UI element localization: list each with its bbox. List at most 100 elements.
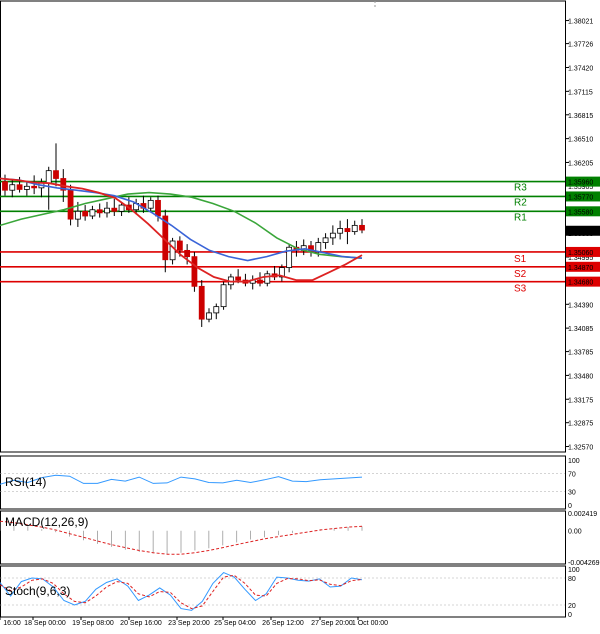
- stoch-tick-label: 100: [568, 567, 580, 574]
- y-tick-label: 1.34390: [568, 302, 593, 309]
- x-tick-label: 1 Oct 00:00: [352, 620, 388, 627]
- x-tick-label: 23 Sep 20:00: [168, 620, 210, 627]
- stoch-tick-label: 80: [568, 576, 576, 583]
- candle-body: [60, 178, 67, 191]
- candle-body: [191, 256, 198, 287]
- rsi-line: [0, 474, 363, 485]
- ma-fast-line: [0, 177, 363, 283]
- candle-body: [278, 267, 285, 278]
- candle-body: [82, 210, 89, 217]
- x-tick-label: 27 Sep 20:00: [311, 620, 353, 627]
- rsi-tick-label: 70: [568, 472, 576, 479]
- candle-body: [169, 240, 176, 261]
- candle-body: [198, 285, 205, 320]
- level-price-label: 1.34870: [568, 265, 593, 272]
- x-tick-label: 26 Sep 12:00: [262, 620, 304, 627]
- y-tick-label: 1.34085: [568, 326, 593, 333]
- y-tick-label: 1.37420: [568, 66, 593, 73]
- candle-body: [344, 228, 351, 233]
- level-price-label: 1.35770: [568, 194, 593, 201]
- level-price-label: 1.34680: [568, 280, 593, 287]
- stoch-k-line: [0, 572, 363, 611]
- candle-body: [220, 284, 227, 308]
- candle-body: [16, 184, 23, 190]
- y-tick-label: 1.33480: [568, 373, 593, 380]
- y-tick-label: 1.32570: [568, 445, 593, 452]
- macd-signal-line: [0, 520, 363, 555]
- candle-body: [67, 189, 74, 220]
- stoch-tick-label: 0: [568, 612, 572, 619]
- y-tick-label: 1.33785: [568, 350, 593, 357]
- macd-tick-label: -0.004269: [568, 560, 600, 567]
- rsi-tick-label: 0: [568, 503, 572, 510]
- level-price-box: [566, 191, 600, 202]
- macd-panel-frame: [0, 510, 566, 565]
- candle-body: [337, 228, 344, 234]
- level-name: R3: [514, 183, 527, 194]
- stoch-d-line: [0, 574, 363, 610]
- macd-tick-label: 0.002419: [568, 511, 597, 518]
- y-tick-label: 1.36205: [568, 160, 593, 167]
- candle-body: [264, 273, 271, 284]
- candle-body: [89, 209, 96, 217]
- candle-body: [74, 210, 81, 220]
- candle-body: [155, 199, 161, 217]
- y-tick-label: 1.36510: [568, 137, 593, 144]
- level-name: S2: [514, 269, 527, 280]
- stoch-panel-frame: [0, 565, 566, 618]
- level-price-box: [566, 176, 600, 187]
- candle-body: [213, 306, 220, 314]
- x-tick-label: 25 Sep 04:00: [214, 620, 256, 627]
- y-tick-label: 1.33175: [568, 397, 593, 404]
- candle-body: [2, 181, 8, 191]
- x-tick-label: 20 Sep 16:00: [120, 620, 162, 627]
- candle-body: [184, 249, 191, 258]
- candle-body: [96, 209, 103, 214]
- candle-body: [23, 185, 30, 190]
- rsi-panel-frame: [0, 455, 566, 510]
- current-price-box: [566, 225, 600, 236]
- x-tick-label: 19 Sep 08:00: [72, 620, 114, 627]
- candle-body: [104, 207, 110, 214]
- level-price-label: 1.35060: [568, 250, 593, 257]
- level-name: R1: [514, 212, 527, 223]
- stoch-title: Stoch(9,6,3): [5, 584, 70, 598]
- stoch-tick-label: 20: [568, 603, 576, 610]
- level-price-box: [566, 206, 600, 217]
- ma-mid-line: [0, 177, 363, 262]
- candle-body: [9, 184, 16, 191]
- level-name: S1: [514, 254, 527, 265]
- y-tick-label: 1.34995: [568, 255, 593, 262]
- x-tick-label: 16:00: [3, 620, 21, 627]
- candle-body: [45, 170, 52, 184]
- candle-body: [118, 204, 125, 212]
- candle-body: [111, 207, 118, 212]
- candle-body: [147, 199, 154, 209]
- candle-body: [31, 185, 38, 189]
- y-tick-label: 1.35905: [568, 184, 593, 191]
- candle-body: [359, 224, 365, 231]
- y-tick-label: 1.37726: [568, 42, 593, 49]
- candle-body: [322, 237, 329, 243]
- candle-body: [286, 246, 293, 268]
- rsi-tick-label: 30: [568, 490, 576, 497]
- rsi-tick-label: 100: [568, 458, 580, 465]
- y-tick-label: 1.32875: [568, 421, 593, 428]
- level-name: R2: [514, 197, 527, 208]
- candle-body: [257, 279, 263, 284]
- candle-body: [235, 276, 242, 281]
- macd-title: MACD(12,26,9): [5, 515, 88, 529]
- y-tick-label: 1.38021: [568, 19, 593, 26]
- y-tick-label: 1.36815: [568, 113, 593, 120]
- level-price-label: 1.35960: [568, 180, 593, 187]
- level-price-box: [566, 261, 600, 272]
- candle-body: [53, 170, 59, 179]
- level-price-box: [566, 276, 600, 287]
- macd-tick-label: 0.00: [568, 529, 582, 536]
- rsi-title: RSI(14): [5, 475, 46, 489]
- candle-body: [206, 312, 212, 320]
- current-price-label: 1.35331: [568, 229, 593, 236]
- candle-body: [329, 232, 336, 239]
